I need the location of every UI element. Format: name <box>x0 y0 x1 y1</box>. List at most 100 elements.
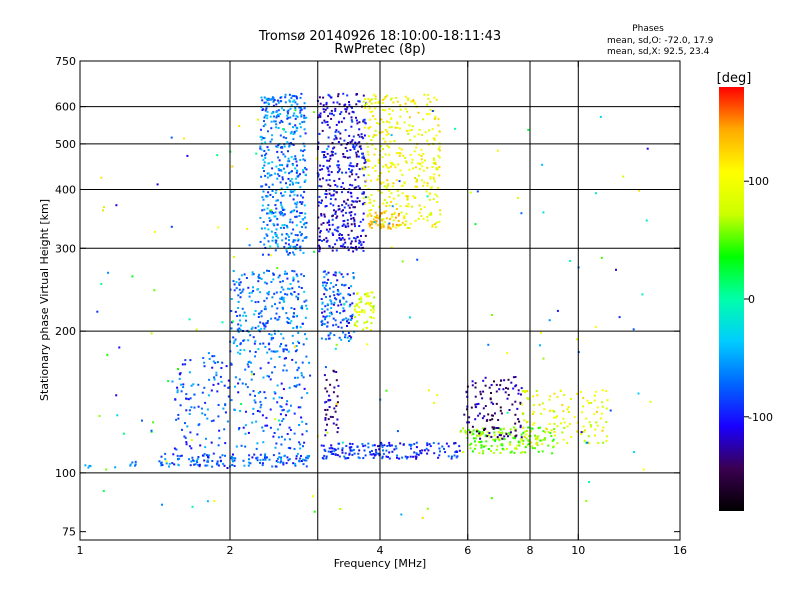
data-point <box>327 418 330 421</box>
data-point <box>107 271 110 274</box>
data-point <box>479 437 482 440</box>
data-point <box>328 221 330 224</box>
data-point <box>261 99 264 102</box>
data-point <box>182 386 185 389</box>
data-point <box>330 150 333 153</box>
data-point <box>336 101 339 104</box>
data-point <box>490 444 493 447</box>
y-tick-label: 750 <box>55 55 76 68</box>
data-point <box>334 210 337 213</box>
data-point <box>295 96 298 98</box>
data-point <box>599 417 602 420</box>
data-point <box>292 133 295 135</box>
data-point <box>345 171 348 174</box>
colorbar <box>719 87 744 511</box>
data-point <box>420 148 423 151</box>
data-point <box>431 225 434 228</box>
data-point <box>330 307 333 310</box>
data-point <box>334 271 337 274</box>
data-point <box>131 275 134 278</box>
data-point <box>178 457 181 460</box>
data-point <box>380 212 383 215</box>
data-point <box>184 363 187 366</box>
data-point <box>348 112 351 115</box>
data-point <box>184 359 187 362</box>
data-point <box>219 459 222 462</box>
data-point <box>270 336 273 339</box>
data-point <box>405 220 408 223</box>
data-point <box>322 270 325 273</box>
data-point <box>395 223 398 226</box>
data-point <box>279 146 282 149</box>
data-point <box>294 155 297 158</box>
data-point <box>599 115 602 118</box>
data-point <box>261 167 264 169</box>
data-point <box>422 184 425 187</box>
data-point <box>337 164 340 167</box>
data-point <box>477 414 480 417</box>
data-point <box>300 305 303 308</box>
data-point <box>201 391 204 394</box>
data-point <box>352 200 355 203</box>
data-point <box>334 453 337 456</box>
data-point <box>541 163 544 166</box>
data-point <box>367 160 370 162</box>
data-point <box>177 463 180 466</box>
data-point <box>367 145 369 148</box>
data-point <box>383 199 386 201</box>
data-point <box>489 436 492 439</box>
data-point <box>429 100 432 103</box>
data-point <box>253 373 255 376</box>
data-point <box>233 255 236 258</box>
data-point <box>345 110 348 113</box>
data-point <box>275 165 278 168</box>
data-point <box>301 218 304 221</box>
data-point <box>328 219 330 222</box>
data-point <box>357 456 360 459</box>
data-point <box>397 163 400 166</box>
data-point <box>203 459 206 462</box>
data-point <box>285 224 288 227</box>
data-point <box>259 400 262 403</box>
data-point <box>632 328 635 331</box>
data-point <box>351 173 354 176</box>
data-point <box>353 148 356 150</box>
data-point <box>333 138 336 141</box>
data-point <box>233 289 236 292</box>
data-point <box>189 431 192 434</box>
data-point <box>296 127 299 130</box>
data-point <box>402 443 405 446</box>
data-point <box>277 144 280 146</box>
data-point <box>341 441 344 444</box>
data-point <box>514 429 517 432</box>
data-point <box>584 429 586 432</box>
data-point <box>332 114 335 117</box>
data-point <box>274 418 277 421</box>
data-point <box>182 383 185 386</box>
data-point <box>354 213 357 216</box>
data-point <box>292 462 295 465</box>
data-point <box>282 408 285 411</box>
data-point <box>115 394 118 397</box>
data-point <box>327 230 330 233</box>
data-point <box>388 113 391 116</box>
data-point <box>494 439 496 442</box>
data-point <box>431 166 434 168</box>
data-point <box>272 104 275 107</box>
data-point <box>363 126 366 129</box>
data-point <box>326 282 328 285</box>
data-point <box>265 195 268 198</box>
data-point <box>428 112 431 115</box>
data-point <box>414 166 417 169</box>
data-point <box>352 111 355 114</box>
data-point <box>217 444 220 447</box>
data-point <box>344 129 347 132</box>
data-point <box>513 452 516 454</box>
data-point <box>252 412 255 415</box>
data-point <box>288 252 291 254</box>
data-point <box>408 168 411 171</box>
data-point <box>335 310 338 313</box>
data-point <box>393 448 396 451</box>
data-point <box>278 159 281 162</box>
data-point <box>273 332 276 335</box>
